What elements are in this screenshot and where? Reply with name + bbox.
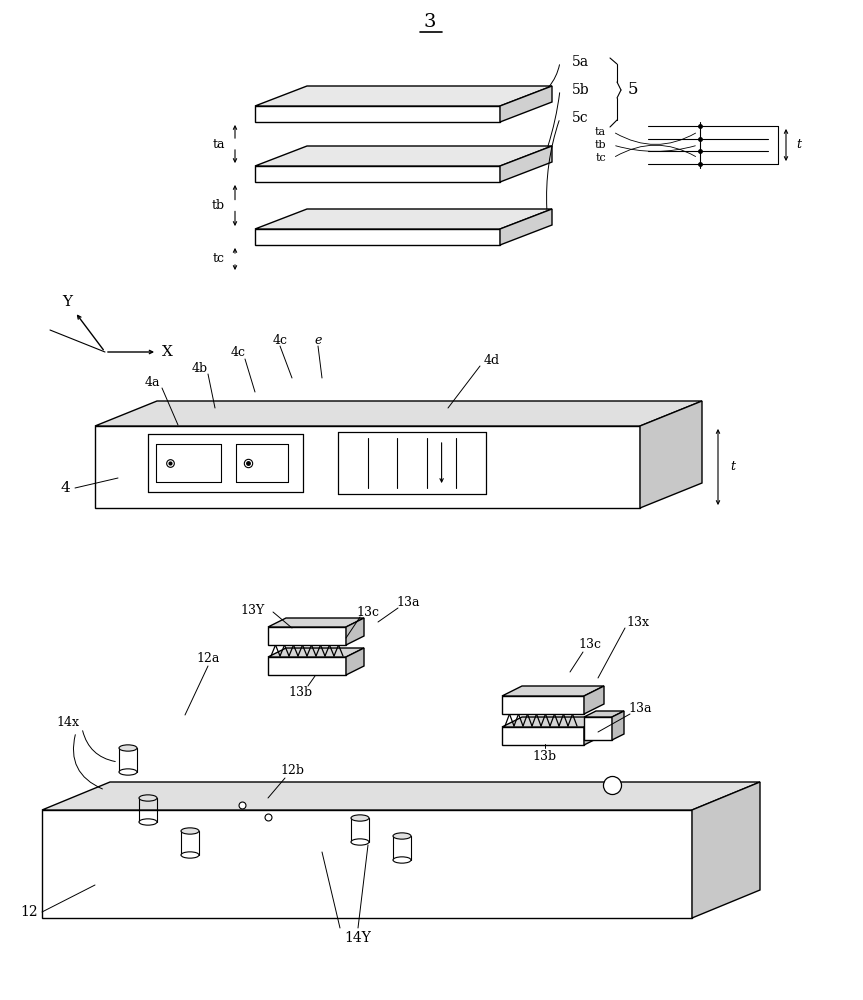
Text: 5c: 5c <box>572 111 589 125</box>
Polygon shape <box>500 146 552 182</box>
Polygon shape <box>502 686 604 696</box>
Ellipse shape <box>351 839 369 845</box>
Text: 4b: 4b <box>192 361 208 374</box>
Text: 4: 4 <box>60 481 70 495</box>
Text: 5: 5 <box>628 82 639 99</box>
Ellipse shape <box>393 833 411 839</box>
Polygon shape <box>584 711 624 717</box>
Polygon shape <box>584 686 604 714</box>
Polygon shape <box>255 229 500 245</box>
Polygon shape <box>255 106 500 122</box>
Text: 13b: 13b <box>533 750 557 764</box>
Polygon shape <box>640 401 702 508</box>
Polygon shape <box>95 426 640 508</box>
Text: Y: Y <box>62 295 72 309</box>
Polygon shape <box>255 86 552 106</box>
Polygon shape <box>346 648 364 675</box>
Polygon shape <box>268 657 346 675</box>
Text: tc: tc <box>213 252 225 265</box>
Text: 13x: 13x <box>627 615 650 629</box>
Polygon shape <box>268 618 364 627</box>
Polygon shape <box>346 618 364 645</box>
Text: 3: 3 <box>424 13 437 31</box>
Text: 4a: 4a <box>144 375 160 388</box>
Polygon shape <box>42 810 692 918</box>
Polygon shape <box>255 209 552 229</box>
Text: t: t <box>730 460 735 474</box>
Text: 12b: 12b <box>280 764 304 776</box>
Ellipse shape <box>119 745 137 751</box>
Text: 4c: 4c <box>273 334 287 347</box>
Polygon shape <box>692 782 760 918</box>
Ellipse shape <box>181 852 199 858</box>
Text: 14Y: 14Y <box>344 931 371 945</box>
Ellipse shape <box>139 819 157 825</box>
Text: tb: tb <box>212 199 225 212</box>
Text: 14x: 14x <box>56 716 79 728</box>
Polygon shape <box>502 727 584 745</box>
Text: t: t <box>796 138 801 151</box>
Text: 13a: 13a <box>396 595 419 608</box>
Polygon shape <box>502 717 604 727</box>
Text: 13b: 13b <box>288 686 312 698</box>
Text: ta: ta <box>595 127 606 137</box>
Polygon shape <box>584 717 604 745</box>
Text: tc: tc <box>595 153 606 163</box>
Text: e: e <box>314 334 322 347</box>
Text: 12: 12 <box>21 905 38 919</box>
Polygon shape <box>500 86 552 122</box>
Text: 4d: 4d <box>484 354 500 366</box>
Polygon shape <box>500 209 552 245</box>
Text: ta: ta <box>212 137 225 150</box>
Text: tb: tb <box>595 140 606 150</box>
Polygon shape <box>584 717 612 740</box>
Text: 13a: 13a <box>628 702 652 714</box>
Text: X: X <box>161 345 173 359</box>
Ellipse shape <box>393 857 411 863</box>
Text: 5a: 5a <box>572 55 589 69</box>
Ellipse shape <box>119 769 137 775</box>
Polygon shape <box>268 627 346 645</box>
Polygon shape <box>95 401 702 426</box>
Ellipse shape <box>181 828 199 834</box>
Polygon shape <box>255 166 500 182</box>
Ellipse shape <box>351 815 369 821</box>
Text: 13c: 13c <box>356 605 380 618</box>
Text: 12a: 12a <box>196 652 220 664</box>
Polygon shape <box>255 146 552 166</box>
Text: 5b: 5b <box>572 83 589 97</box>
Polygon shape <box>612 711 624 740</box>
Polygon shape <box>268 648 364 657</box>
Polygon shape <box>42 782 760 810</box>
Ellipse shape <box>139 795 157 801</box>
Text: 4c: 4c <box>230 346 245 359</box>
Text: 13c: 13c <box>578 639 602 652</box>
Polygon shape <box>502 696 584 714</box>
Text: 13Y: 13Y <box>241 603 265 616</box>
